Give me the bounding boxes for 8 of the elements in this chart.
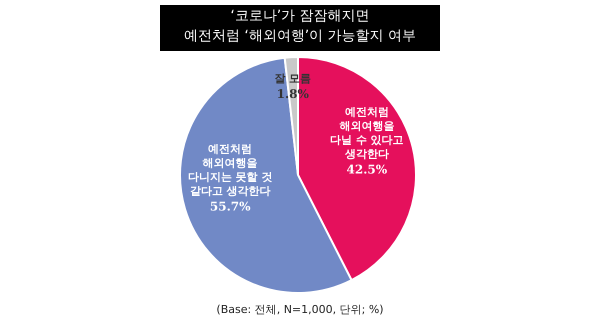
text: 예전처럼 ‘해외여행’이 가능할지 여부 — [184, 28, 416, 44]
slice-label: 예전처럼 해외여행을 다닐 수 있다고 생각한다 — [330, 105, 404, 160]
text: ‘코로나’가 잠잠해지면 — [230, 8, 370, 24]
data-label: 55.7% — [210, 199, 252, 214]
slice-label: 예전처럼 해외여행을 다니지는 못할 것 같다고 생각한다 — [188, 142, 273, 198]
data-label: 1.8% — [276, 87, 310, 102]
text: (Base: 전체, N=1,000, 단위; %) — [216, 303, 384, 316]
data-label: 42.5% — [346, 162, 388, 176]
